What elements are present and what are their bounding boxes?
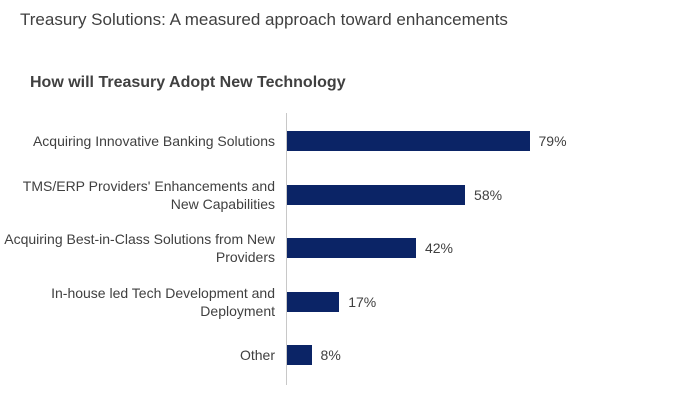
bar: [287, 238, 416, 258]
bar: [287, 291, 340, 312]
category-label: Acquiring Innovative Banking Solutions: [32, 133, 275, 149]
bar: [287, 131, 530, 151]
category-label: Other: [239, 347, 275, 363]
bar: [287, 184, 466, 205]
data-label: 8%: [320, 347, 341, 363]
data-label: 58%: [474, 186, 503, 203]
data-label: 42%: [424, 240, 453, 256]
data-label: 79%: [538, 133, 567, 149]
category-axis-line: [286, 113, 287, 385]
page-heading: Treasury Solutions: A measured approach …: [20, 10, 508, 29]
bar: [287, 345, 312, 365]
data-label: 17%: [348, 293, 377, 310]
category-label: TMS/ERP Providers' Enhancements and New …: [22, 177, 275, 212]
category-label: In-house led Tech Development and Deploy…: [51, 284, 275, 319]
chart-title: How will Treasury Adopt New Technology: [30, 74, 346, 91]
category-label: Acquiring Best-in-Class Solutions from N…: [4, 231, 275, 265]
